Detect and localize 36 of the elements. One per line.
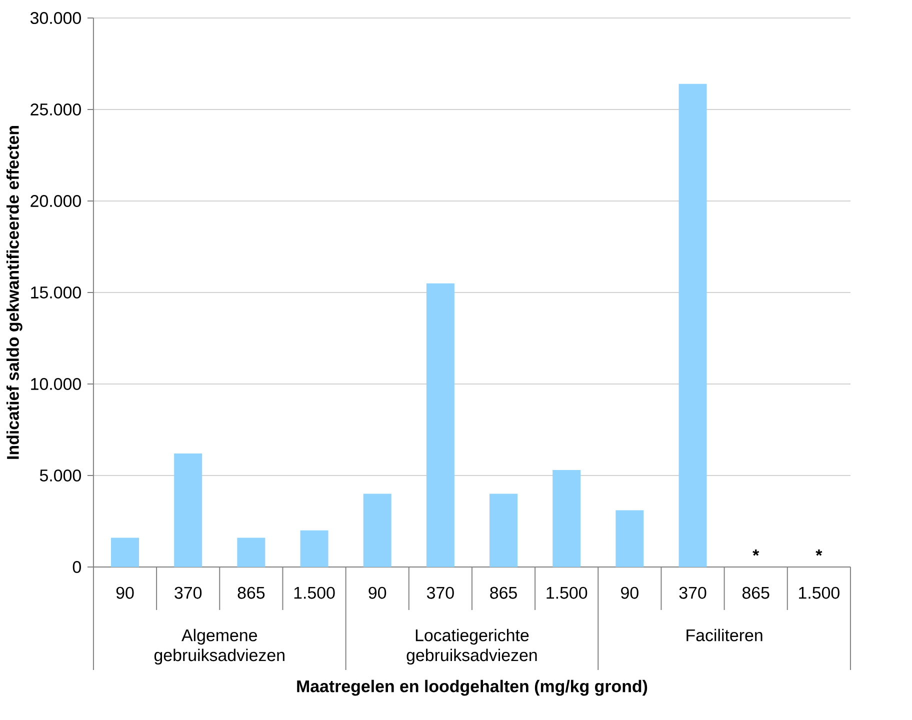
x-axis-title: Maatregelen en loodgehalten (mg/kg grond) — [297, 680, 648, 696]
x-tick-label: 90 — [621, 586, 638, 599]
y-tick-label: 10.000 — [31, 378, 81, 390]
x-tick-label: 370 — [426, 586, 454, 599]
y-tick-label: 0 — [72, 560, 81, 573]
text: Faciliteren — [686, 628, 762, 642]
text: Locatiegerichte gebruiksadviezen — [406, 628, 537, 665]
x-tick-label: 865 — [490, 586, 517, 599]
x-tick-label: 865 — [742, 586, 770, 599]
bar — [237, 538, 266, 567]
y-axis-title: Indicatief saldo gekwantificeerde effecten — [6, 126, 22, 459]
text: * — [816, 549, 822, 556]
x-tick-label: 1.500 — [799, 586, 840, 599]
y-tick-label: 15.000 — [31, 286, 81, 298]
bar — [552, 470, 581, 567]
bar — [678, 84, 707, 567]
text: * — [752, 549, 760, 556]
y-tick-label: 25.000 — [30, 103, 81, 116]
x-tick-label: 90 — [116, 586, 134, 599]
bar — [300, 530, 328, 567]
bar — [174, 454, 202, 567]
bar — [426, 283, 454, 567]
y-tick-label: 20.000 — [30, 194, 81, 207]
x-tick-label: 370 — [679, 586, 706, 599]
text: Algemene gebruiksadviezen — [154, 628, 284, 665]
x-tick-label: 1.500 — [294, 586, 335, 599]
x-tick-label: 1.500 — [546, 586, 588, 599]
y-tick-label: 30.000 — [30, 12, 81, 24]
y-tick-label: 5.000 — [40, 469, 81, 482]
x-tick-label: 90 — [368, 586, 386, 599]
bar — [616, 510, 644, 567]
bar — [111, 538, 140, 567]
bar — [363, 494, 392, 567]
x-tick-label: 370 — [174, 586, 202, 599]
x-tick-label: 865 — [238, 586, 265, 599]
bar — [490, 494, 518, 567]
